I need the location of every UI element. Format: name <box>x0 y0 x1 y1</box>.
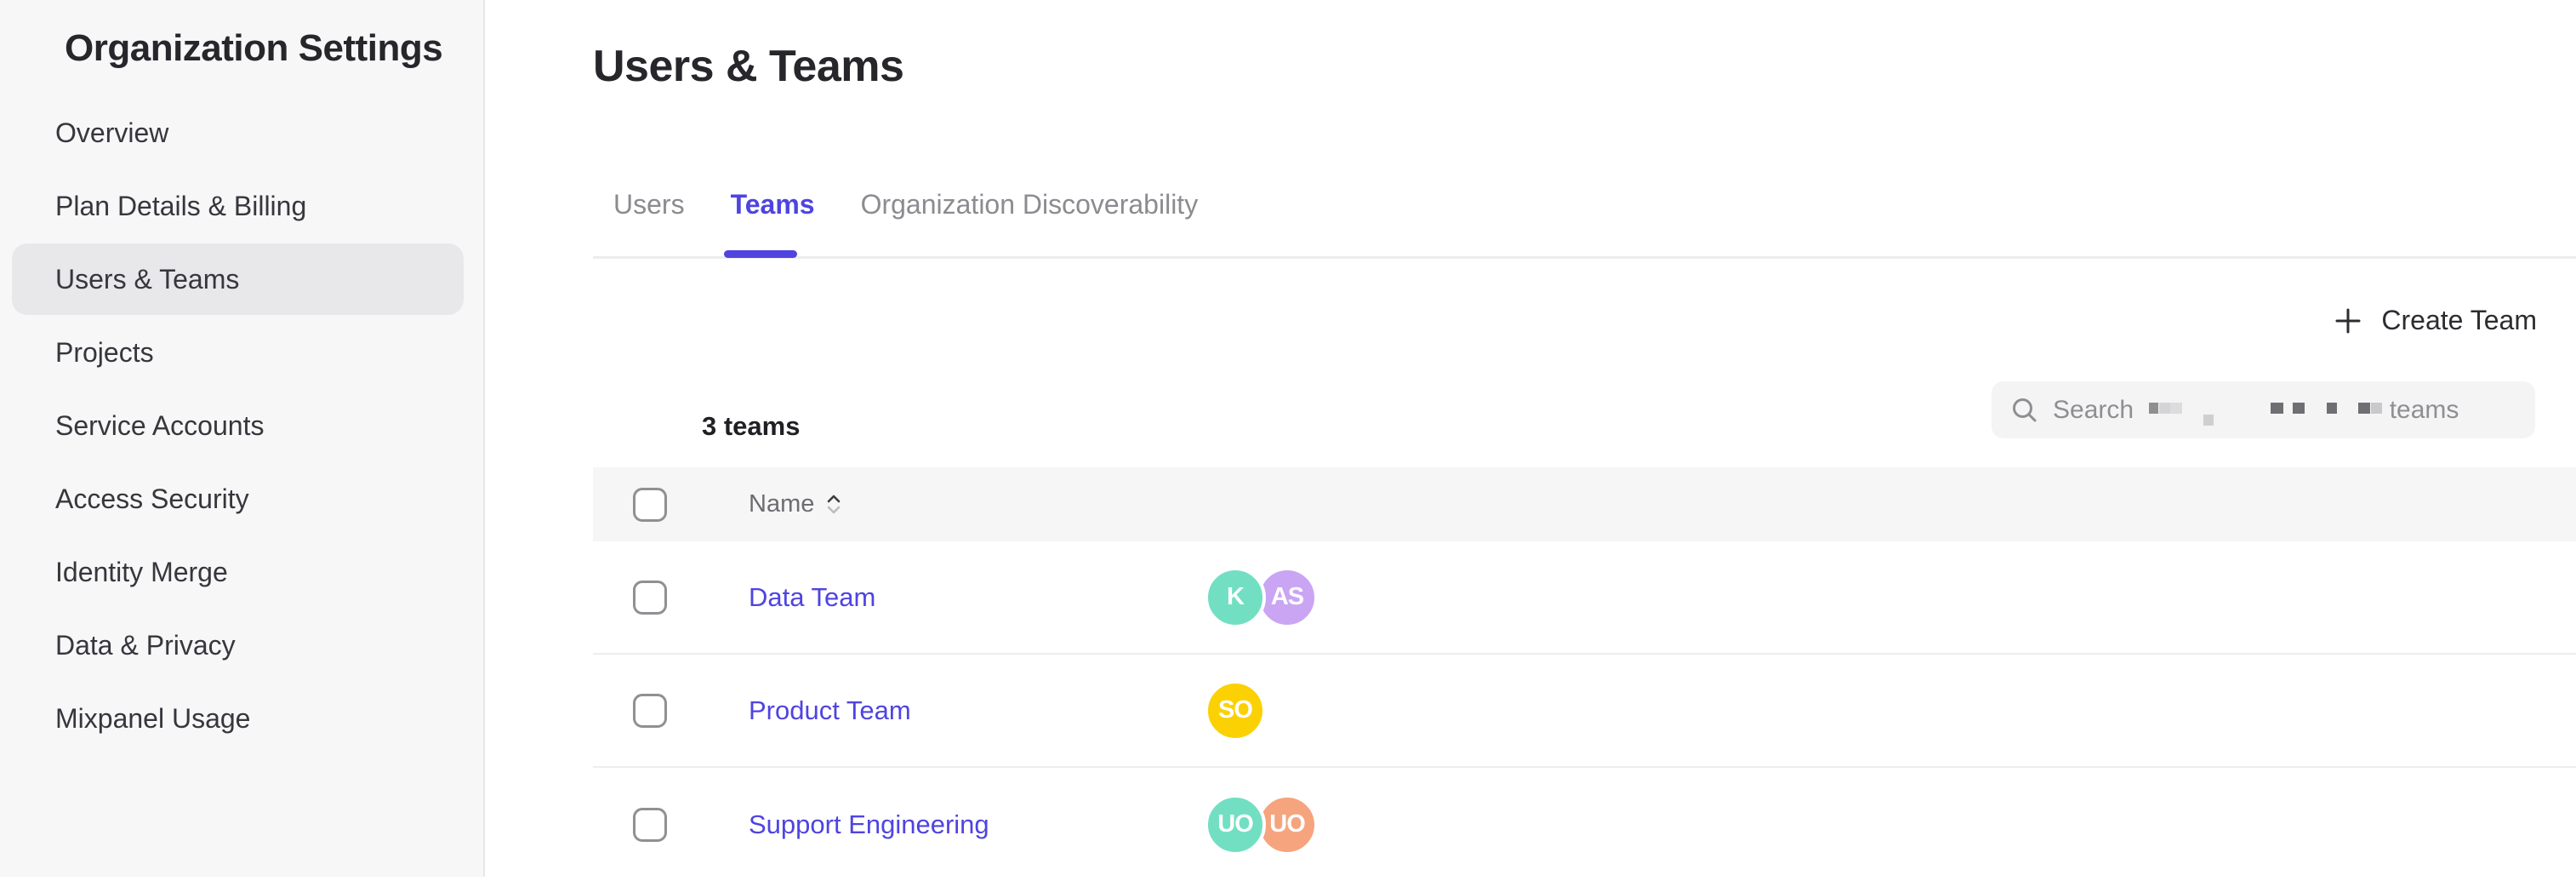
redacted-text-block <box>2203 414 2214 426</box>
redacted-text-block <box>2149 402 2159 414</box>
sidebar-item-plan-details-billing[interactable]: Plan Details & Billing <box>0 169 483 243</box>
header-checkbox-cell <box>593 487 749 522</box>
team-name-link[interactable]: Support Engineering <box>749 809 989 839</box>
redacted-text-block <box>2327 402 2338 414</box>
sort-asc-icon <box>828 495 841 503</box>
sort-desc-icon <box>828 506 841 514</box>
table-header-row: Name <box>593 467 2576 541</box>
redacted-text-block <box>2358 402 2371 414</box>
sidebar-item-label: Identity Merge <box>55 556 228 587</box>
sidebar-item-label: Projects <box>55 336 154 368</box>
table-row: Support Engineering UO UO <box>593 768 2576 881</box>
redacted-text-block <box>2170 402 2183 414</box>
tab-users[interactable]: Users <box>613 189 685 220</box>
search-placeholder-prefix: Search <box>2053 395 2141 424</box>
tab-bar: Users Teams Organization Discoverability <box>613 189 1198 220</box>
member-avatar: SO <box>1205 679 1266 741</box>
row-checkbox-cell <box>593 807 749 842</box>
row-name-cell: Product Team <box>749 695 1205 726</box>
row-name-cell: Support Engineering <box>749 809 1205 840</box>
search-input[interactable]: Search teams <box>1992 381 2535 438</box>
team-name-link[interactable]: Data Team <box>749 581 876 612</box>
create-team-label: Create Team <box>2381 305 2537 335</box>
sidebar-item-label: Data & Privacy <box>55 629 236 661</box>
table-row: Data Team K AS <box>593 541 2576 655</box>
teams-table: Name Data Team K AS Product Team SO Support E… <box>593 467 2576 881</box>
tab-organization-discoverability[interactable]: Organization Discoverability <box>860 189 1199 220</box>
table-row: Product Team SO <box>593 655 2576 768</box>
member-avatar: UO <box>1205 793 1266 855</box>
sidebar-item-label: Users & Teams <box>55 263 240 295</box>
select-all-checkbox[interactable] <box>633 487 667 522</box>
sidebar-item-label: Mixpanel Usage <box>55 702 251 734</box>
row-checkbox[interactable] <box>633 693 667 728</box>
search-placeholder-redacted-blocks <box>2140 398 2383 426</box>
name-sort-control[interactable] <box>827 495 841 514</box>
create-team-button[interactable]: Create Team <box>2334 305 2537 336</box>
sidebar-item-label: Access Security <box>55 483 249 514</box>
sidebar-item-projects[interactable]: Projects <box>0 316 483 389</box>
sidebar-nav: Overview Plan Details & Billing Users & Te… <box>0 96 483 755</box>
row-checkbox-cell <box>593 580 749 615</box>
sidebar-item-identity-merge[interactable]: Identity Merge <box>0 535 483 609</box>
sidebar-item-access-security[interactable]: Access Security <box>0 462 483 535</box>
search-icon <box>2010 396 2039 425</box>
search-placeholder-suffix: teams <box>2382 395 2459 424</box>
name-column-header: Name <box>749 490 815 518</box>
sidebar-item-label: Overview <box>55 117 169 148</box>
sidebar-item-users-teams[interactable]: Users & Teams <box>0 243 483 316</box>
member-avatar-stack: SO <box>1205 679 1324 741</box>
table-body: Data Team K AS Product Team SO Support Engine… <box>593 541 2576 881</box>
redacted-text-block <box>2271 402 2284 414</box>
sidebar-item-mixpanel-usage[interactable]: Mixpanel Usage <box>0 682 483 755</box>
sidebar-item-label: Plan Details & Billing <box>55 190 307 221</box>
main-content: Users & Teams Users Teams Organization Dis… <box>485 0 2576 881</box>
sidebar-item-label: Service Accounts <box>55 409 265 441</box>
page-title: Users & Teams <box>593 42 904 91</box>
team-count: 3 teams <box>702 411 801 441</box>
row-name-cell: Data Team <box>749 582 1205 613</box>
redacted-text-block <box>2159 402 2171 414</box>
row-checkbox-cell <box>593 693 749 728</box>
member-avatar-stack: K AS <box>1205 566 1324 628</box>
sidebar-item-service-accounts[interactable]: Service Accounts <box>0 389 483 462</box>
header-name-cell: Name <box>749 490 1205 518</box>
row-checkbox[interactable] <box>633 580 667 615</box>
organization-settings-sidebar: Organization Settings Overview Plan Detai… <box>0 0 485 877</box>
member-avatar: K <box>1205 566 1266 628</box>
redacted-text-block <box>2371 402 2383 414</box>
sidebar-item-data-privacy[interactable]: Data & Privacy <box>0 609 483 682</box>
plus-icon <box>2334 306 2362 335</box>
row-checkbox[interactable] <box>633 807 667 842</box>
active-tab-underline <box>724 250 797 258</box>
tab-divider <box>593 256 2576 259</box>
team-name-link[interactable]: Product Team <box>749 695 911 725</box>
tab-teams[interactable]: Teams <box>730 189 815 220</box>
sidebar-item-overview[interactable]: Overview <box>0 96 483 169</box>
member-avatar-stack: UO UO <box>1205 793 1324 855</box>
sidebar-title: Organization Settings <box>65 27 443 69</box>
redacted-text-block <box>2293 402 2305 414</box>
